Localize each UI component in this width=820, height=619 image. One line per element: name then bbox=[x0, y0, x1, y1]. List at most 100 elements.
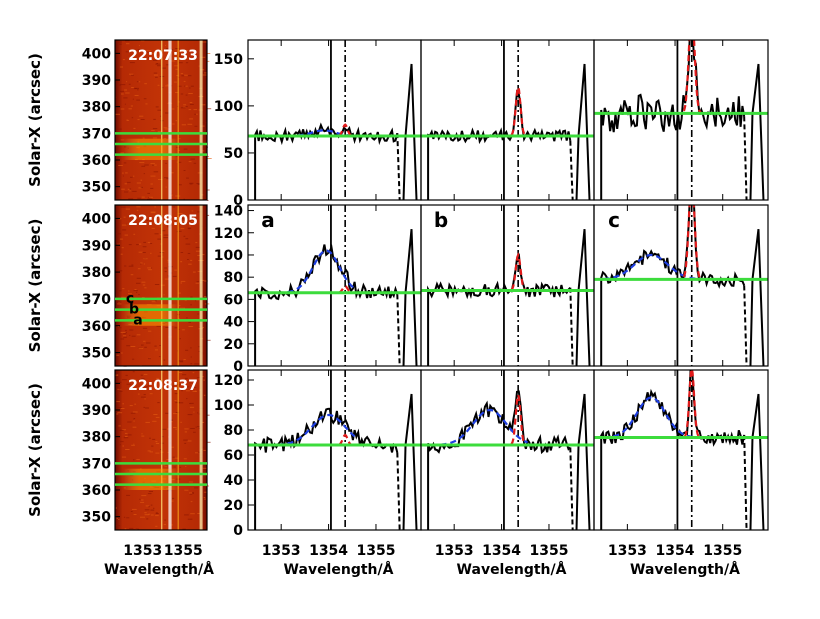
image-texture bbox=[180, 73, 184, 75]
image-texture bbox=[161, 250, 165, 252]
image-texture bbox=[190, 347, 192, 349]
image-texture bbox=[152, 137, 158, 139]
image-texture bbox=[204, 280, 208, 282]
dashed-dropoff bbox=[396, 133, 401, 200]
image-texture bbox=[156, 381, 162, 382]
image-x-tick-label: 1353 bbox=[123, 543, 162, 559]
image-texture bbox=[188, 161, 192, 163]
image-texture bbox=[189, 225, 191, 227]
panel-plot-area bbox=[594, 40, 768, 200]
observed-spectrum bbox=[254, 122, 399, 200]
image-texture bbox=[132, 508, 137, 510]
image-texture bbox=[129, 73, 134, 75]
image-texture bbox=[150, 175, 156, 177]
x-axis-label: Wavelength/Å bbox=[630, 561, 740, 578]
image-texture bbox=[171, 108, 175, 110]
image-texture bbox=[151, 52, 154, 54]
x-tick-label: 1355 bbox=[356, 543, 395, 559]
image-texture bbox=[157, 109, 161, 111]
image-texture bbox=[197, 183, 201, 185]
image-texture bbox=[128, 265, 134, 267]
image-texture bbox=[128, 190, 132, 192]
image-texture bbox=[170, 60, 176, 62]
image-texture bbox=[127, 181, 131, 183]
image-texture bbox=[143, 373, 148, 375]
image-texture bbox=[159, 389, 162, 391]
image-texture bbox=[144, 83, 147, 85]
slit-image-panel: 400 390 380 370 360 350 22:07:33 Solar-X (arcse… bbox=[26, 39, 212, 201]
image-texture bbox=[183, 74, 188, 76]
image-texture bbox=[165, 412, 169, 414]
image-texture bbox=[123, 516, 126, 518]
image-texture bbox=[129, 405, 133, 407]
image-texture bbox=[137, 387, 142, 389]
image-texture bbox=[178, 328, 180, 330]
image-texture bbox=[145, 51, 149, 53]
image-texture bbox=[206, 441, 211, 443]
image-texture bbox=[120, 441, 124, 443]
image-texture bbox=[123, 333, 127, 335]
y-tick-label: 50 bbox=[224, 146, 244, 162]
image-bright-region bbox=[123, 468, 178, 490]
image-texture bbox=[174, 65, 179, 67]
image-texture bbox=[185, 238, 189, 240]
image-texture bbox=[154, 217, 158, 219]
image-texture bbox=[188, 109, 192, 111]
image-texture bbox=[136, 81, 139, 83]
slit-letter: b bbox=[129, 302, 139, 318]
image-texture bbox=[202, 74, 207, 76]
y-tick-label: 120 bbox=[214, 226, 243, 242]
image-texture bbox=[144, 287, 147, 289]
image-texture bbox=[138, 187, 142, 189]
image-texture bbox=[146, 219, 149, 221]
image-texture bbox=[156, 377, 159, 379]
x-axis-label: Wavelength/Å bbox=[457, 561, 567, 578]
image-texture bbox=[119, 43, 122, 45]
image-texture bbox=[138, 294, 140, 296]
image-texture bbox=[153, 74, 159, 76]
y-tick-label: 350 bbox=[82, 510, 111, 526]
image-texture bbox=[205, 197, 207, 199]
observed-spectrum bbox=[427, 253, 572, 366]
image-texture bbox=[120, 152, 124, 154]
dashed-dropoff bbox=[743, 116, 748, 200]
image-texture bbox=[131, 214, 136, 216]
image-texture bbox=[206, 339, 211, 341]
image-texture bbox=[143, 241, 146, 243]
image-texture bbox=[157, 56, 159, 58]
image-texture bbox=[203, 497, 206, 498]
image-texture bbox=[206, 53, 211, 54]
image-texture bbox=[160, 284, 165, 286]
image-texture bbox=[115, 507, 117, 509]
image-texture bbox=[197, 313, 200, 315]
spectrum-panel bbox=[420, 39, 595, 201]
panel-plot-area bbox=[421, 370, 594, 530]
image-texture bbox=[124, 432, 128, 434]
broad-gaussian-fit bbox=[430, 408, 528, 446]
image-texture bbox=[193, 411, 195, 413]
image-texture bbox=[121, 296, 126, 298]
image-bright-region bbox=[123, 138, 178, 160]
image-texture bbox=[181, 390, 183, 392]
image-texture bbox=[178, 372, 183, 373]
image-texture bbox=[133, 418, 135, 420]
dashed-dropoff bbox=[396, 452, 401, 530]
image-texture bbox=[121, 224, 127, 226]
image-texture bbox=[117, 303, 122, 305]
panel-letter: a bbox=[261, 208, 275, 232]
image-texture bbox=[164, 387, 169, 389]
image-texture bbox=[124, 265, 127, 267]
image-texture bbox=[186, 398, 188, 400]
y-tick-label: 100 bbox=[214, 99, 243, 115]
y-tick-label: 80 bbox=[224, 270, 244, 286]
image-texture bbox=[162, 461, 167, 463]
image-texture bbox=[163, 237, 169, 239]
edge-spike bbox=[749, 229, 765, 366]
image-texture bbox=[159, 234, 162, 236]
image-texture bbox=[186, 317, 188, 319]
image-texture bbox=[188, 93, 193, 94]
image-texture bbox=[136, 209, 139, 211]
image-texture bbox=[141, 495, 147, 497]
image-texture bbox=[142, 327, 148, 329]
image-texture bbox=[150, 243, 153, 244]
